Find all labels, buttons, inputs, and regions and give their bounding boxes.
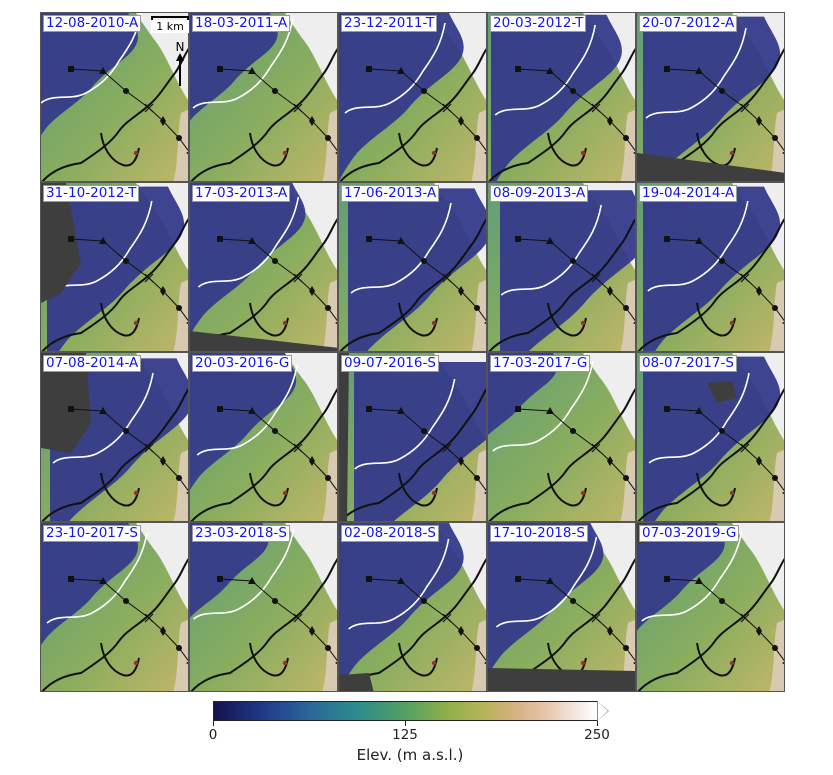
map-panel: 23-10-2017-S (40, 522, 189, 692)
panel-date-label: 20-03-2012-T (490, 15, 587, 32)
panel-date-label: 17-10-2018-S (490, 525, 588, 542)
panel-date-label: 23-12-2011-T (341, 15, 438, 32)
map-panel: 23-12-2011-T (338, 12, 487, 182)
map-panel: 18-03-2011-A (189, 12, 338, 182)
north-arrow: N (173, 41, 187, 87)
panel-date-label: 23-10-2017-S (43, 525, 141, 542)
map-panel: 17-03-2013-A (189, 182, 338, 352)
map-panel: 17-10-2018-S (487, 522, 636, 692)
colorbar-title: Elev. (m a.s.l.) (356, 746, 464, 764)
elevation-map (339, 523, 486, 691)
elevation-map (190, 523, 337, 691)
map-panel: 17-03-2017-G (487, 352, 636, 522)
panel-date-label: 23-03-2018-S (192, 525, 290, 542)
panel-date-label: 08-09-2013-A (490, 185, 589, 202)
map-panel: 07-08-2014-A (40, 352, 189, 522)
colorbar-tick-1 (405, 721, 406, 726)
elevation-map (637, 13, 784, 181)
scale-bar: 1 km (151, 16, 189, 33)
elevation-map (41, 183, 188, 351)
elevation-map (339, 353, 486, 521)
map-panel-grid: 12-08-2010-A 18-03-2011-A 23-12-2011-T (40, 12, 785, 692)
elevation-map (488, 353, 635, 521)
map-panel: 20-03-2016-G (189, 352, 338, 522)
map-panel: 23-03-2018-S (189, 522, 338, 692)
elevation-map (41, 523, 188, 691)
elevation-map (488, 523, 635, 691)
colorbar-tick-label-0: 0 (208, 727, 218, 743)
elevation-map (339, 13, 486, 181)
panel-date-label: 12-08-2010-A (43, 15, 142, 32)
elevation-map (190, 13, 337, 181)
map-panel: 12-08-2010-A (40, 12, 189, 182)
elevation-map (41, 353, 188, 521)
map-panel: 19-04-2014-A (636, 182, 785, 352)
elevation-map (339, 183, 486, 351)
panel-date-label: 31-10-2012-T (43, 185, 140, 202)
panel-date-label: 17-03-2017-G (490, 355, 591, 372)
elevation-map (637, 353, 784, 521)
scale-bar-line (151, 16, 189, 21)
map-panel: 08-07-2017-S (636, 352, 785, 522)
panel-date-label: 08-07-2017-S (639, 355, 737, 372)
north-arrow-icon (176, 53, 184, 86)
elevation-map (637, 523, 784, 691)
colorbar (213, 701, 609, 721)
north-arrow-label: N (175, 40, 185, 54)
map-panel: 20-07-2012-A (636, 12, 785, 182)
elevation-map (190, 353, 337, 521)
panel-date-label: 09-07-2016-S (341, 355, 439, 372)
elevation-map (488, 13, 635, 181)
elevation-map (190, 183, 337, 351)
map-panel: 31-10-2012-T (40, 182, 189, 352)
elevation-map (488, 183, 635, 351)
panel-date-label: 17-03-2013-A (192, 185, 291, 202)
panel-date-label: 17-06-2013-A (341, 185, 440, 202)
elevation-map (41, 13, 188, 181)
map-panel: 17-06-2013-A (338, 182, 487, 352)
colorbar-tick-label-2: 250 (584, 727, 610, 743)
colorbar-tick-label-1: 125 (392, 727, 418, 743)
map-panel: 09-07-2016-S (338, 352, 487, 522)
map-panel: 20-03-2012-T (487, 12, 636, 182)
scale-bar-label: 1 km (151, 20, 189, 33)
panel-date-label: 02-08-2018-S (341, 525, 439, 542)
panel-date-label: 19-04-2014-A (639, 185, 738, 202)
map-panel: 07-03-2019-G (636, 522, 785, 692)
panel-date-label: 20-03-2016-G (192, 355, 293, 372)
panel-date-label: 18-03-2011-A (192, 15, 291, 32)
colorbar-gradient (213, 701, 598, 721)
panel-date-label: 07-03-2019-G (639, 525, 740, 542)
panel-date-label: 07-08-2014-A (43, 355, 142, 372)
colorbar-tick-0 (213, 721, 214, 726)
map-panel: 08-09-2013-A (487, 182, 636, 352)
map-panel: 02-08-2018-S (338, 522, 487, 692)
colorbar-tick-2 (597, 721, 598, 726)
elevation-map (637, 183, 784, 351)
panel-date-label: 20-07-2012-A (639, 15, 738, 32)
